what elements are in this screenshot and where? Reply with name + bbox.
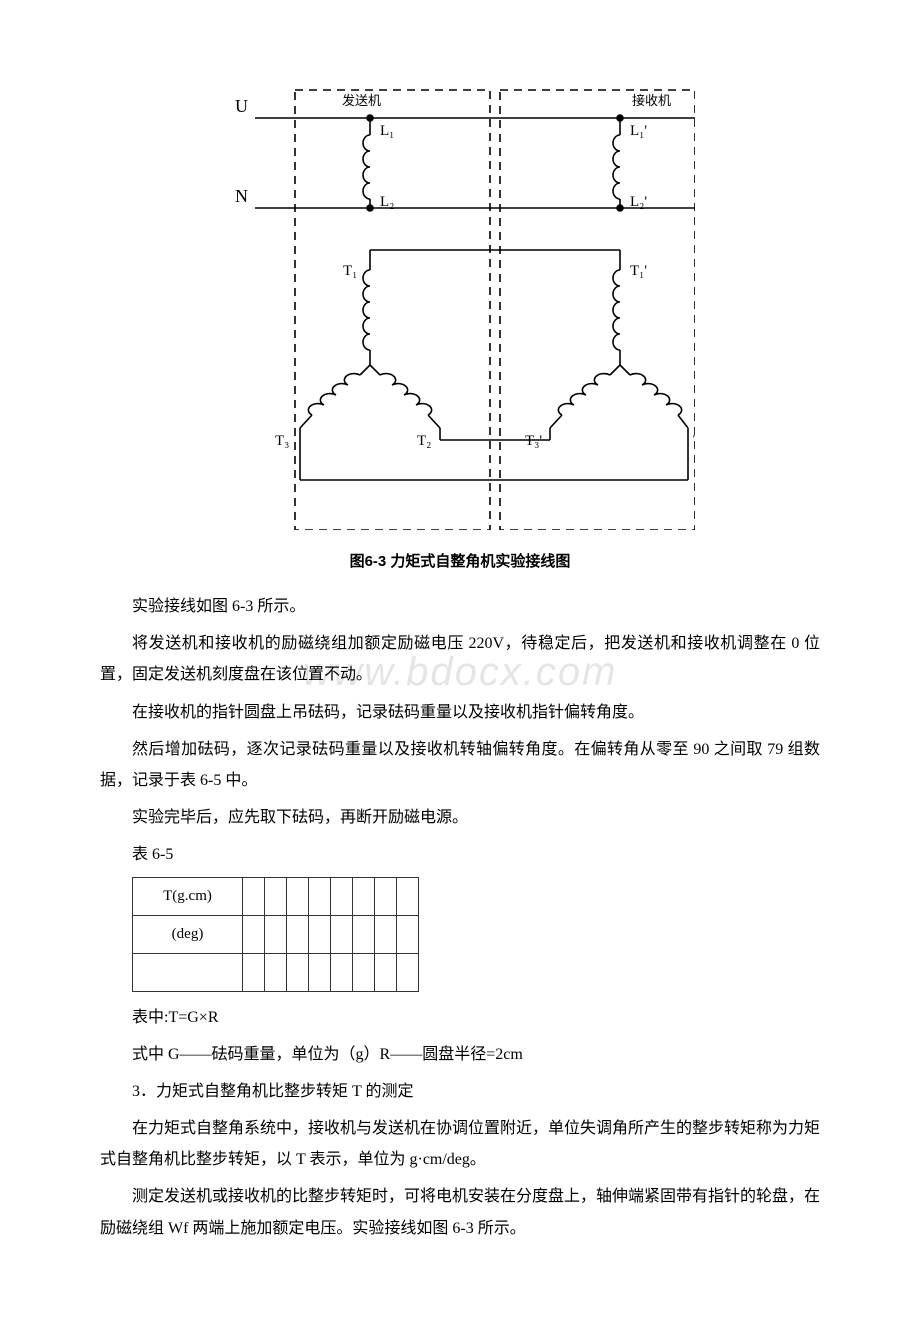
paragraph: 实验接线如图 6-3 所示。 [100, 591, 820, 622]
t3p-label: T₃' [525, 433, 542, 449]
paragraph: 式中 G——砝码重量，单位为（g）R——圆盘半径=2cm [100, 1039, 820, 1070]
l1p-label: L₁' [630, 123, 647, 139]
paragraph: 测定发送机或接收机的比整步转矩时，可将电机安装在分度盘上，轴伸端紧固带有指针的轮… [100, 1181, 820, 1243]
table-cell [287, 915, 309, 953]
table-label: 表 6-5 [100, 839, 820, 870]
paragraph: 表中:T=G×R [100, 1002, 820, 1033]
l2-label: L₂ [380, 194, 394, 210]
table-cell [287, 953, 309, 991]
table-cell [397, 915, 419, 953]
t2-label: T₂ [417, 433, 431, 449]
sender-label: 发送机 [342, 93, 381, 108]
t1-label: T₁ [343, 263, 357, 279]
table-cell [265, 953, 287, 991]
paragraph: 然后增加砝码，逐次记录砝码重量以及接收机转轴偏转角度。在偏转角从零至 90 之间… [100, 734, 820, 796]
table-cell [331, 953, 353, 991]
receiver-label: 接收机 [632, 93, 671, 108]
table-cell [397, 953, 419, 991]
table-cell [309, 915, 331, 953]
t1p-label: T₁' [630, 263, 647, 279]
circuit-svg: 发送机 接收机 U N L₁ L₂ L₁' [225, 80, 695, 530]
table-cell [265, 915, 287, 953]
table-cell [265, 877, 287, 915]
paragraph: 实验完毕后，应先取下砝码，再断开励磁电源。 [100, 802, 820, 833]
table-cell [353, 877, 375, 915]
n-label: N [235, 186, 248, 206]
table-cell [287, 877, 309, 915]
table-cell [375, 953, 397, 991]
circuit-diagram: 发送机 接收机 U N L₁ L₂ L₁' [225, 80, 695, 535]
data-table: T(g.cm)(deg) [132, 877, 419, 992]
u-label: U [235, 96, 248, 116]
table-cell [243, 915, 265, 953]
row-header: T(g.cm) [133, 877, 243, 915]
paragraph: 在力矩式自整角系统中，接收机与发送机在协调位置附近，单位失调角所产生的整步转矩称… [100, 1113, 820, 1175]
table-row: T(g.cm) [133, 877, 419, 915]
diagram-caption: 图6-3 力矩式自整角机实验接线图 [100, 550, 820, 571]
table-cell [243, 877, 265, 915]
table-cell [243, 953, 265, 991]
paragraph: 将发送机和接收机的励磁绕组加额定励磁电压 220V，待稳定后，把发送机和接收机调… [100, 628, 820, 690]
table-cell [353, 915, 375, 953]
table-cell [397, 877, 419, 915]
table-cell [331, 877, 353, 915]
t2p-label: T₂' [693, 433, 695, 449]
table-cell [353, 953, 375, 991]
table-cell [375, 915, 397, 953]
table-cell [375, 877, 397, 915]
table-cell [309, 953, 331, 991]
row-header: (deg) [133, 915, 243, 953]
paragraph: 3．力矩式自整角机比整步转矩 T 的测定 [100, 1076, 820, 1107]
l2p-label: L₂' [630, 194, 647, 210]
table-row: (deg) [133, 915, 419, 953]
table-cell [309, 877, 331, 915]
paragraph: 在接收机的指针圆盘上吊砝码，记录砝码重量以及接收机指针偏转角度。 [100, 697, 820, 728]
table-row [133, 953, 419, 991]
t3-label: T₃ [275, 433, 289, 449]
table-cell [331, 915, 353, 953]
l1-label: L₁ [380, 123, 394, 139]
row-header [133, 953, 243, 991]
